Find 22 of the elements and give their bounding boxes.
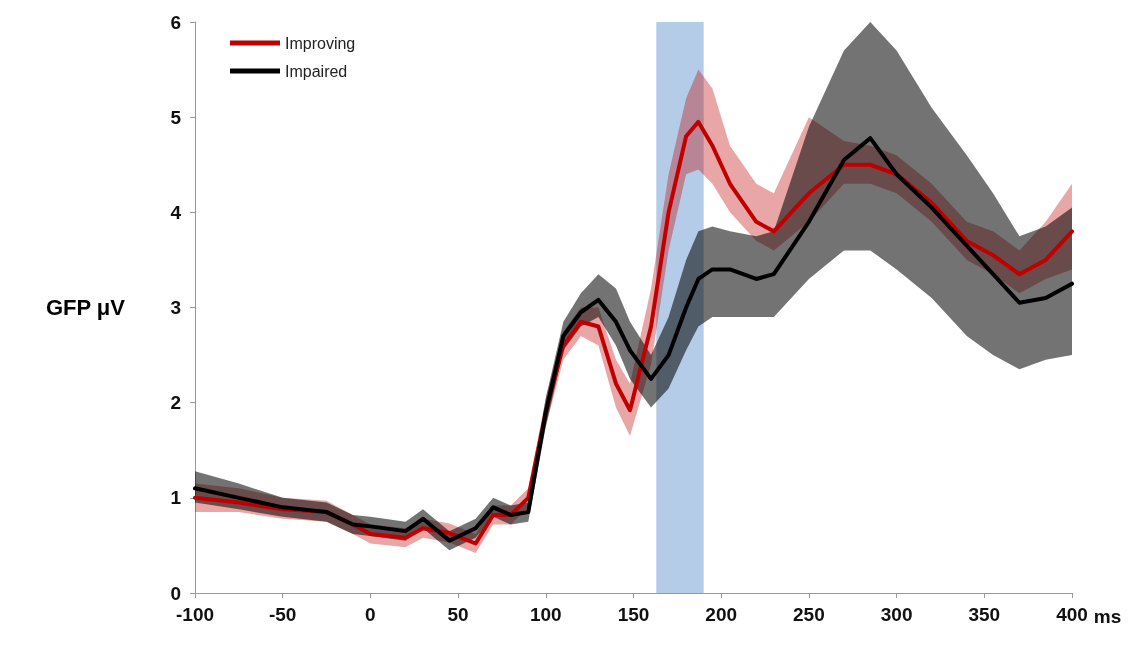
x-tick-label: 0 xyxy=(365,604,376,625)
x-tick-label: 150 xyxy=(617,604,650,625)
x-tick-label: -50 xyxy=(268,604,297,625)
x-tick-label: 100 xyxy=(529,604,562,625)
x-tick-label: 250 xyxy=(793,604,825,625)
x-tick-label: 400 xyxy=(1056,604,1088,625)
y-tick-label: 1 xyxy=(170,487,182,509)
legend-label: Impaired xyxy=(285,62,348,80)
y-tick-label: 5 xyxy=(170,106,182,128)
y-tick-label: 2 xyxy=(170,392,181,414)
x-axis-title: ms xyxy=(1093,606,1122,627)
y-axis-title: GFP μV xyxy=(45,295,126,320)
legend-label: Improving xyxy=(285,34,356,52)
x-tick-label: -100 xyxy=(175,604,215,625)
x-tick-label: 300 xyxy=(880,604,913,625)
x-tick-label: 50 xyxy=(447,604,469,625)
x-tick-label: 350 xyxy=(968,604,1001,625)
y-tick-label: 3 xyxy=(170,297,181,318)
y-tick-label: 0 xyxy=(170,582,181,604)
y-tick-label: 4 xyxy=(170,201,182,223)
x-tick-label: 200 xyxy=(705,604,738,625)
y-tick-label: 6 xyxy=(170,11,181,33)
